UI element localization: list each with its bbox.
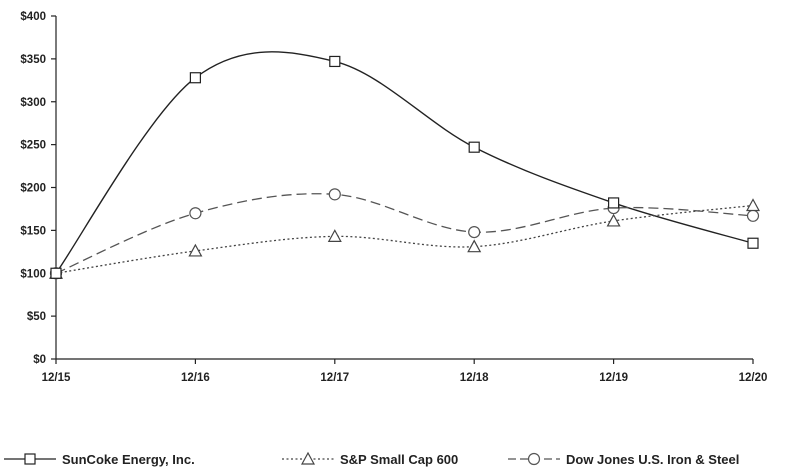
y-axis-ticks: $0 $50 $100 $150 $200 $250 $300 $350 $400 [20, 11, 56, 366]
legend-marker-triangle [300, 451, 316, 465]
legend-marker-circle [527, 452, 541, 466]
data-point-square [50, 267, 62, 279]
y-tick-label: $350 [20, 54, 46, 66]
series-layer [48, 51, 761, 280]
data-point-triangle [745, 198, 761, 212]
x-tick-label: 12/16 [181, 372, 210, 384]
data-point-square [468, 141, 480, 153]
y-tick-label: $400 [20, 11, 46, 23]
data-point-circle [746, 209, 760, 222]
x-tick-label: 12/17 [320, 372, 349, 384]
x-tick-label: 12/19 [599, 372, 628, 384]
data-point-circle [328, 188, 341, 201]
legend-marker-square [24, 453, 36, 465]
x-tick-label: 12/15 [42, 372, 71, 384]
data-point-triangle [467, 239, 482, 253]
y-tick-label: $0 [33, 354, 46, 366]
data-point-square [189, 72, 201, 84]
y-tick-label: $250 [20, 140, 46, 152]
series-line-triangle [55, 204, 754, 274]
data-point-circle [189, 207, 202, 220]
data-point-triangle [327, 229, 342, 242]
y-tick-label: $300 [20, 97, 46, 109]
legend-item: Dow Jones U.S. Iron & Steel [508, 452, 739, 467]
x-tick-label: 12/20 [739, 372, 768, 384]
data-point-triangle [188, 243, 203, 257]
series-line-square [55, 51, 754, 274]
data-point-square [607, 197, 620, 209]
legend: SunCoke Energy, Inc. S&P Small Cap 600 Dow… [4, 451, 739, 467]
x-axis-ticks: 12/15 12/16 12/17 12/18 12/19 12/20 [42, 359, 768, 384]
legend-item: SunCoke Energy, Inc. [4, 452, 195, 467]
y-tick-label: $150 [20, 225, 46, 237]
series-line-circle [55, 193, 754, 274]
x-tick-label: 12/18 [460, 372, 489, 384]
y-tick-label: $100 [20, 268, 46, 280]
data-point-circle [468, 225, 481, 239]
legend-label: SunCoke Energy, Inc. [62, 452, 195, 467]
legend-label: S&P Small Cap 600 [340, 452, 458, 467]
data-point-square [329, 55, 341, 68]
legend-item: S&P Small Cap 600 [282, 451, 458, 467]
data-point-square [747, 237, 759, 249]
y-tick-label: $200 [20, 183, 46, 195]
legend-label: Dow Jones U.S. Iron & Steel [566, 452, 739, 467]
y-tick-label: $50 [27, 311, 46, 323]
data-point-triangle [606, 213, 621, 227]
